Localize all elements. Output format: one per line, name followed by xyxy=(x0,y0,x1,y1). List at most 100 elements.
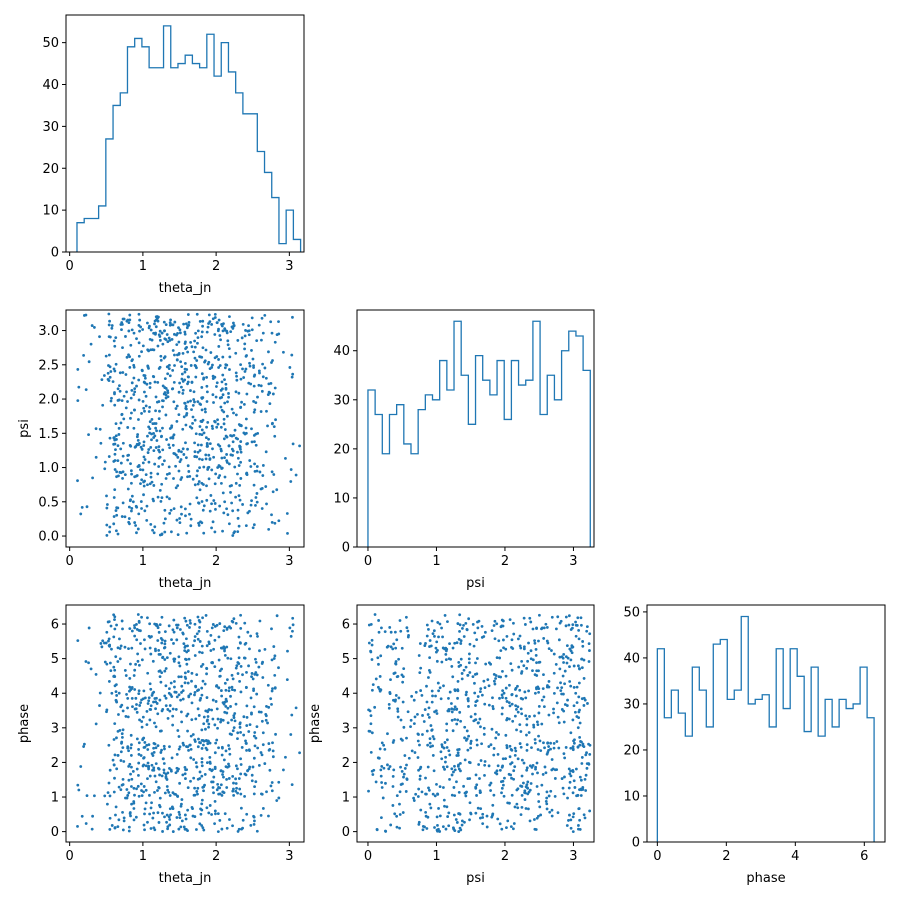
scatter-point xyxy=(450,707,454,711)
scatter-point xyxy=(578,721,582,725)
scatter-point xyxy=(171,349,175,352)
scatter-point xyxy=(563,775,566,779)
scatter-point xyxy=(137,689,141,693)
scatter-point xyxy=(456,751,460,755)
scatter-point xyxy=(194,717,198,721)
scatter-point xyxy=(127,791,131,795)
scatter-point xyxy=(186,375,190,379)
scatter-point xyxy=(569,826,573,830)
scatter-point xyxy=(147,460,151,464)
scatter-point xyxy=(196,637,200,641)
scatter-point xyxy=(531,772,534,776)
scatter-point xyxy=(116,532,120,536)
scatter-point xyxy=(84,660,88,663)
scatter-point xyxy=(271,687,274,691)
scatter-point xyxy=(182,642,186,646)
scatter-point xyxy=(216,418,219,422)
scatter-point xyxy=(117,426,121,430)
scatter-point xyxy=(172,507,176,511)
scatter-point xyxy=(140,350,143,354)
scatter-point xyxy=(139,500,143,503)
scatter-point xyxy=(103,467,107,471)
scatter-point xyxy=(119,461,123,465)
scatter-point xyxy=(212,791,215,795)
scatter-point xyxy=(429,644,433,648)
scatter-point xyxy=(114,448,117,452)
scatter-point xyxy=(172,400,176,404)
scatter-point xyxy=(139,701,143,705)
scatter-point xyxy=(436,621,440,624)
scatter-point xyxy=(143,376,147,380)
scatter-point xyxy=(121,810,124,814)
scatter-point xyxy=(515,694,518,698)
scatter-point xyxy=(238,725,242,729)
scatter-point xyxy=(444,827,448,831)
scatter-point xyxy=(159,499,163,503)
scatter-point xyxy=(112,367,116,371)
scatter-point xyxy=(84,388,88,392)
scatter-point xyxy=(183,370,187,374)
scatter-point xyxy=(516,787,520,791)
scatter-point xyxy=(476,806,480,810)
scatter-point xyxy=(110,326,114,330)
scatter-point xyxy=(239,772,243,776)
scatter-point xyxy=(221,529,224,533)
scatter-point xyxy=(146,451,150,454)
scatter-point xyxy=(562,652,566,656)
scatter-point xyxy=(124,796,127,800)
scatter-point xyxy=(116,646,120,650)
scatter-point xyxy=(475,699,479,703)
scatter-point xyxy=(419,666,423,670)
scatter-point xyxy=(224,387,228,391)
scatter-point xyxy=(423,708,427,711)
scatter-point xyxy=(520,805,524,809)
scatter-point xyxy=(113,826,117,829)
scatter-point xyxy=(130,328,134,332)
scatter-point xyxy=(125,390,128,394)
scatter-point xyxy=(212,775,216,779)
scatter-point xyxy=(525,723,529,727)
scatter-point xyxy=(139,445,143,449)
scatter-point xyxy=(168,823,172,827)
scatter-point xyxy=(193,450,197,454)
scatter-point xyxy=(368,729,372,733)
scatter-point xyxy=(205,375,208,379)
scatter-point xyxy=(156,344,160,348)
scatter-point xyxy=(99,642,103,645)
scatter-point xyxy=(402,772,406,776)
scatter-point xyxy=(152,741,156,745)
scatter-point xyxy=(163,329,166,333)
x-tick-label: 0 xyxy=(66,259,74,274)
scatter-point xyxy=(117,713,120,716)
scatter-point xyxy=(233,465,237,469)
scatter-point xyxy=(456,718,460,722)
scatter-point xyxy=(196,615,200,619)
scatter-point xyxy=(180,720,184,724)
scatter-point xyxy=(267,350,270,354)
scatter-point xyxy=(153,380,157,384)
axes-frame xyxy=(646,604,886,843)
scatter-point xyxy=(130,777,134,781)
scatter-point xyxy=(585,625,589,629)
scatter-point xyxy=(181,697,185,701)
scatter-point xyxy=(384,829,387,833)
scatter-point xyxy=(487,703,491,707)
scatter-point xyxy=(208,761,212,765)
scatter-point xyxy=(146,321,149,325)
scatter-point xyxy=(540,783,544,787)
scatter-point xyxy=(236,530,240,534)
scatter-point xyxy=(119,759,123,762)
scatter-point xyxy=(149,471,153,475)
scatter-point xyxy=(522,781,525,785)
scatter-point xyxy=(200,728,204,732)
scatter-point xyxy=(588,752,592,756)
scatter-point xyxy=(137,378,141,382)
scatter-point xyxy=(223,653,227,657)
scatter-point xyxy=(397,657,401,661)
scatter-point xyxy=(274,732,277,736)
scatter-point xyxy=(140,789,143,792)
scatter-point xyxy=(490,629,494,633)
scatter-point xyxy=(574,691,578,695)
scatter-point xyxy=(158,803,161,807)
scatter-point xyxy=(500,791,503,795)
